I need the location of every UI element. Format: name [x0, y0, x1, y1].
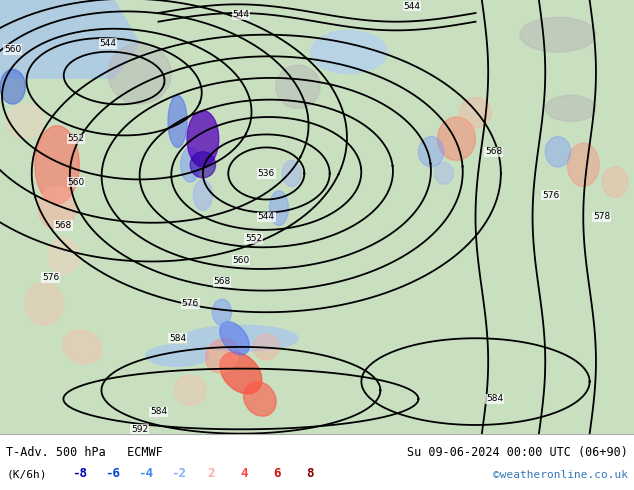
Ellipse shape	[181, 147, 200, 182]
Ellipse shape	[545, 96, 596, 122]
Text: 576: 576	[42, 273, 60, 282]
Text: -4: -4	[138, 467, 153, 480]
Text: 544: 544	[100, 39, 116, 48]
Ellipse shape	[276, 65, 320, 108]
Ellipse shape	[0, 70, 25, 104]
Ellipse shape	[269, 191, 288, 225]
Text: 560: 560	[4, 45, 22, 54]
Text: 544: 544	[233, 10, 249, 19]
Ellipse shape	[220, 321, 249, 355]
Text: -2: -2	[171, 467, 186, 480]
Text: 544: 544	[404, 1, 420, 11]
Text: T-Adv. 500 hPa   ECMWF: T-Adv. 500 hPa ECMWF	[6, 446, 163, 459]
Ellipse shape	[108, 44, 171, 104]
Ellipse shape	[174, 375, 206, 405]
Text: -8: -8	[72, 467, 87, 480]
Ellipse shape	[38, 187, 76, 230]
Ellipse shape	[243, 382, 276, 416]
Text: 584: 584	[169, 334, 186, 343]
Ellipse shape	[602, 167, 628, 197]
Text: 560: 560	[232, 256, 250, 265]
Text: 560: 560	[67, 178, 85, 187]
Text: 6: 6	[273, 467, 281, 480]
Text: 8: 8	[306, 467, 314, 480]
Text: 552: 552	[67, 134, 85, 143]
Text: 568: 568	[485, 147, 502, 156]
Ellipse shape	[567, 143, 599, 187]
Text: 576: 576	[181, 299, 199, 308]
Text: 4: 4	[240, 467, 248, 480]
Ellipse shape	[146, 345, 209, 367]
Text: 578: 578	[593, 212, 610, 221]
Text: -6: -6	[105, 467, 120, 480]
Text: 568: 568	[213, 277, 231, 286]
Ellipse shape	[434, 163, 453, 184]
Ellipse shape	[437, 117, 476, 160]
Text: 592: 592	[131, 425, 148, 434]
Text: 2: 2	[207, 467, 215, 480]
Ellipse shape	[520, 17, 596, 52]
Ellipse shape	[254, 334, 279, 360]
Text: Su 09-06-2024 00:00 UTC (06+90): Su 09-06-2024 00:00 UTC (06+90)	[407, 446, 628, 459]
Ellipse shape	[311, 30, 387, 74]
Text: ©weatheronline.co.uk: ©weatheronline.co.uk	[493, 470, 628, 480]
Text: (K/6h): (K/6h)	[6, 470, 47, 480]
Text: 544: 544	[258, 212, 275, 221]
Ellipse shape	[212, 299, 231, 325]
Ellipse shape	[190, 152, 216, 178]
Text: 568: 568	[55, 221, 72, 230]
Ellipse shape	[35, 126, 79, 204]
Ellipse shape	[63, 330, 102, 364]
Ellipse shape	[25, 282, 63, 325]
Ellipse shape	[184, 325, 298, 351]
Text: 552: 552	[245, 234, 262, 243]
Ellipse shape	[6, 104, 44, 139]
Text: 584: 584	[150, 408, 167, 416]
Ellipse shape	[220, 352, 262, 394]
Text: 536: 536	[257, 169, 275, 178]
Ellipse shape	[460, 98, 491, 128]
Text: 584: 584	[486, 394, 503, 403]
Text: 576: 576	[542, 191, 559, 199]
Ellipse shape	[545, 137, 571, 167]
Ellipse shape	[187, 111, 219, 167]
Ellipse shape	[48, 239, 79, 273]
Ellipse shape	[168, 96, 187, 147]
Ellipse shape	[282, 160, 301, 187]
Ellipse shape	[193, 180, 212, 210]
Polygon shape	[0, 0, 139, 78]
Ellipse shape	[418, 137, 444, 167]
Ellipse shape	[205, 339, 238, 373]
